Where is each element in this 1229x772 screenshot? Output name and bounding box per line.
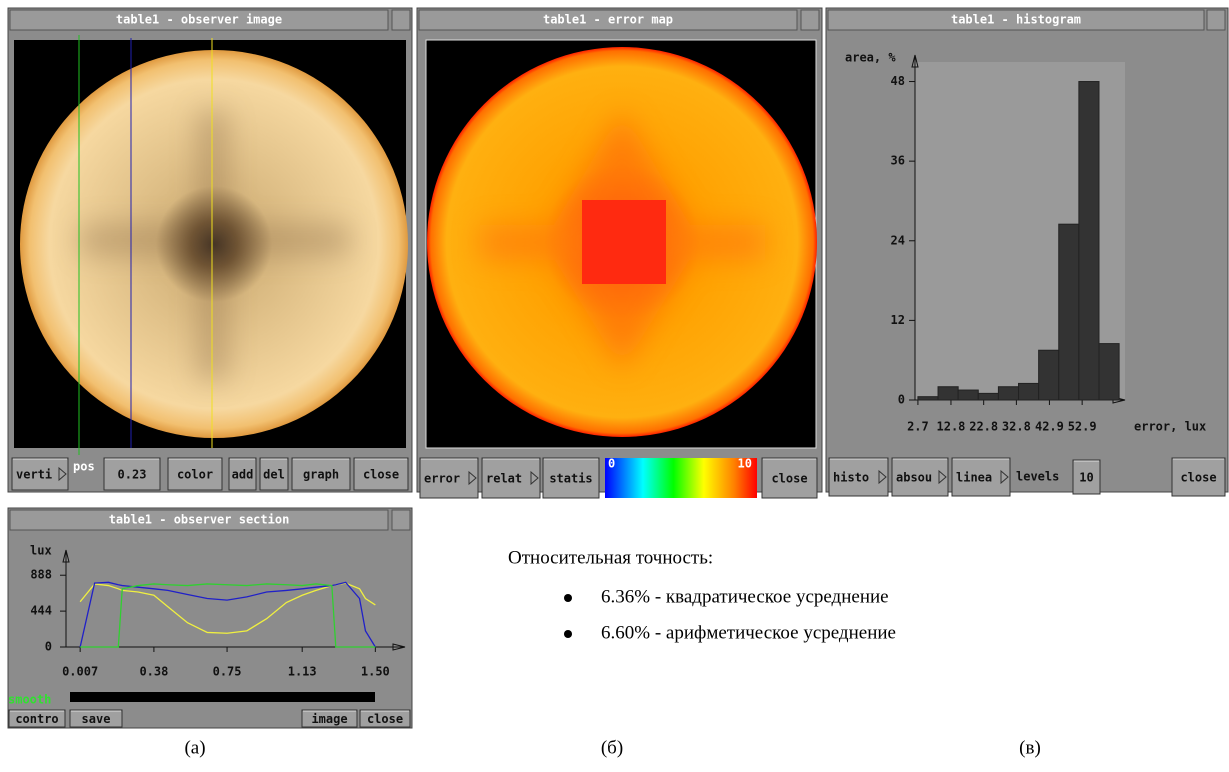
- window-title: table1 - error map: [543, 13, 673, 27]
- x-tick-label: 0.75: [213, 665, 242, 679]
- histogram-bar: [1039, 350, 1059, 400]
- button-label: del: [263, 468, 285, 482]
- window-menu-button[interactable]: [1207, 10, 1225, 30]
- x-tick-label: 1.13: [288, 665, 317, 679]
- histogram-bar: [1059, 224, 1079, 400]
- button-label: linea: [956, 471, 992, 485]
- y-tick-label: 12: [891, 313, 905, 327]
- histogram-bar: [1099, 344, 1119, 400]
- window-menu-button[interactable]: [392, 510, 410, 530]
- y-tick-label: 24: [891, 233, 905, 247]
- button-label: contro: [15, 712, 58, 726]
- window-title: table1 - observer section: [109, 513, 290, 527]
- x-tick-label: 2.7: [907, 420, 929, 434]
- bullet: [564, 630, 572, 638]
- button-label: statis: [549, 472, 592, 486]
- slider[interactable]: [70, 692, 375, 702]
- bullet: [564, 594, 572, 602]
- histogram-bar: [938, 387, 958, 400]
- button-label: graph: [303, 468, 339, 482]
- button-label: close: [367, 712, 403, 726]
- x-axis-label: error, lux: [1134, 420, 1206, 434]
- button-label: close: [1180, 471, 1216, 485]
- levels-label: levels: [1016, 470, 1059, 484]
- button-label: 0.23: [118, 468, 147, 482]
- bullet-text: 6.36% - квадратическое усреднение: [601, 586, 889, 607]
- colorbar-label: 10: [738, 457, 752, 471]
- x-tick-label: 42.9: [1035, 420, 1064, 434]
- x-tick-label: 12.8: [937, 420, 966, 434]
- histogram-bar: [918, 397, 938, 400]
- screen: table1 - observer image table1 - error m…: [0, 0, 1229, 767]
- button-label: close: [363, 468, 399, 482]
- error-region: [582, 200, 666, 284]
- y-axis-label: area, %: [845, 51, 896, 65]
- button-label: histo: [833, 471, 869, 485]
- histogram-bar: [978, 393, 998, 400]
- slider-label: smooth: [8, 693, 51, 707]
- window-title: table1 - observer image: [116, 13, 282, 27]
- y-tick-label: 0: [45, 640, 52, 654]
- window-menu-button[interactable]: [392, 10, 410, 30]
- caption: (а): [184, 737, 205, 758]
- x-tick-label: 22.8: [969, 420, 998, 434]
- button-label: image: [311, 712, 347, 726]
- y-tick-label: 48: [891, 74, 905, 88]
- button-label: relat: [486, 472, 522, 486]
- button-label: color: [177, 468, 213, 482]
- histogram-bar: [1079, 82, 1099, 400]
- colorbar: [605, 458, 757, 498]
- caption: (б): [601, 737, 623, 758]
- x-tick-label: 52.9: [1068, 420, 1097, 434]
- y-axis-label: lux: [30, 544, 52, 558]
- button-label: add: [232, 468, 254, 482]
- x-tick-label: 0.38: [139, 665, 168, 679]
- heading: Относительная точность:: [508, 547, 713, 568]
- caption: (в): [1019, 737, 1041, 758]
- y-tick-label: 444: [30, 604, 52, 618]
- colorbar-label: 0: [608, 457, 615, 471]
- window-menu-button[interactable]: [801, 10, 819, 30]
- y-tick-label: 0: [898, 393, 905, 407]
- x-tick-label: 1.50: [361, 665, 390, 679]
- pos-label: pos: [73, 460, 95, 474]
- button-label: 10: [1079, 471, 1093, 485]
- y-tick-label: 36: [891, 154, 905, 168]
- x-tick-label: 32.8: [1002, 420, 1031, 434]
- x-tick-label: 0.007: [62, 665, 98, 679]
- histogram-bar: [998, 387, 1018, 400]
- histogram-bar: [958, 390, 978, 400]
- button-label: error: [424, 472, 460, 486]
- button-label: close: [771, 472, 807, 486]
- bullet-text: 6.60% - арифметическое усреднение: [601, 622, 896, 643]
- button-label: save: [82, 712, 111, 726]
- window-title: table1 - histogram: [951, 13, 1081, 27]
- histogram-bar: [1019, 383, 1039, 400]
- button-label: verti: [16, 468, 52, 482]
- y-tick-label: 888: [30, 568, 52, 582]
- button-label: absou: [896, 471, 932, 485]
